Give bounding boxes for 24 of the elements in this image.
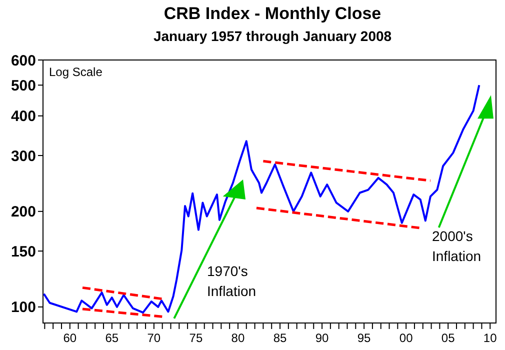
x-tick-label: 10	[483, 331, 498, 345]
x-tick-label: 75	[189, 331, 203, 345]
y-tick-label: 400	[10, 108, 36, 126]
x-tick-label: 85	[273, 331, 287, 345]
x-tick-label: 65	[105, 331, 119, 345]
x-tick-label: 60	[63, 331, 77, 345]
x-tick-label: 00	[399, 331, 414, 345]
y-tick-label: 500	[10, 77, 36, 94]
x-tick-label: 90	[315, 331, 330, 345]
x-tick-label: 95	[357, 331, 372, 345]
annotation: 1970's Inflation	[207, 263, 256, 299]
annotation: 2000's Inflation	[432, 228, 482, 264]
y-tick-label: 100	[10, 299, 36, 316]
annotation: Log Scale	[49, 65, 103, 79]
x-tick-label: 05	[441, 331, 456, 345]
y-tick-label: 300	[10, 148, 36, 165]
chart-title: CRB Index - Monthly Close	[164, 4, 382, 23]
x-tick-label: 80	[231, 331, 245, 345]
y-tick-label: 200	[10, 204, 36, 221]
line-series	[43, 84, 480, 314]
chart-subtitle: January 1957 through January 2008	[153, 28, 392, 44]
x-tick-label: 70	[147, 331, 161, 345]
y-tick-label: 150	[10, 243, 36, 260]
y-tick-label: 600	[10, 52, 36, 70]
